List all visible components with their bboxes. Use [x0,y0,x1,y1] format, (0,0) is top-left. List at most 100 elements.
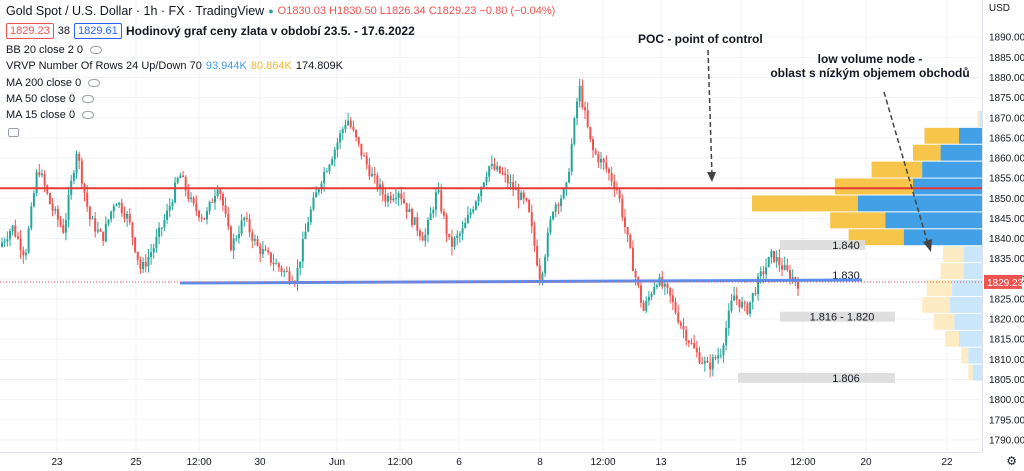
candle-body [698,352,701,363]
price-tick-label: 1890.00 [989,33,1024,44]
indicator-vrvp[interactable]: VRVP Number Of Rows 24 Up/Down 70 93.944… [6,60,343,72]
bid-price-button[interactable]: 1829.23 [6,23,54,39]
candle-body [410,209,413,225]
candle-body [224,205,227,215]
candle-body [235,238,238,240]
candle-body [498,166,501,174]
support-line[interactable] [179,278,863,285]
candle-body [778,256,781,266]
candle-body [781,265,784,270]
candle-body [786,265,789,270]
indicator-ma50[interactable]: MA 50 close 0 [6,93,95,105]
candle-body [296,267,299,284]
eye-icon[interactable] [90,46,103,54]
candle-body [669,287,672,296]
gear-icon[interactable]: ⚙ [1006,454,1017,468]
candle-body [355,130,358,138]
eye-icon[interactable] [82,111,95,119]
candle-body [99,229,102,232]
candle-body [205,211,208,220]
candle-body [349,120,352,127]
spread-value: 38 [57,25,71,37]
ask-price-button[interactable]: 1829.61 [74,23,122,39]
candle-body [639,285,642,303]
poc-arrowhead [707,172,716,182]
candle-body [493,163,496,170]
candle-body [682,325,685,330]
eye-icon[interactable] [82,95,95,103]
indicator-ma200[interactable]: MA 200 close 0 [6,77,101,89]
candle-body [400,193,403,200]
price-tick-label: 1865.00 [989,133,1024,144]
candle-body [88,206,91,220]
vp-bar-down [968,347,982,364]
indicator-ma50-label: MA 50 close 0 [6,93,76,105]
time-tick-label: 25 [130,457,142,468]
candle-body [24,252,27,256]
candle-body [27,228,30,253]
candle-body [62,225,65,233]
candle-body [677,312,680,323]
chart-grid [0,0,982,452]
candle-body [730,300,733,311]
price-tick-label: 1860.00 [989,154,1024,165]
horizontal-lines [0,187,982,285]
candle-body [387,195,390,202]
price-axis[interactable]: 1790.00 1795.00 1800.00 1805.00 1810.00 1815.… [982,0,1024,471]
vp-bar-up [830,212,886,229]
candle-body [118,202,121,205]
candle-body [251,232,254,241]
candle-body [243,217,246,221]
collapse-legend-button[interactable] [6,128,19,137]
candle-body [35,172,38,194]
candle-body [299,261,302,268]
eye-icon[interactable] [88,79,101,87]
candle-body [46,185,49,194]
candle-body [759,271,762,277]
time-tick-label: 12:00 [387,457,412,468]
candle-body [264,249,267,251]
vrvp-down-value: 80.864K [250,60,292,72]
candle-body [8,231,11,240]
candle-body [749,301,752,314]
candle-body [437,190,440,193]
candle-body [333,149,336,160]
time-tick-label: 8 [537,457,543,468]
candle-body [450,237,453,247]
time-axis[interactable]: 23 25 12:00 30 Jun 12:00 6 8 12:00 13 15 12:00 20 22 [0,452,982,469]
collapse-icon [8,128,19,137]
candle-body [11,225,14,232]
candle-body [341,129,344,134]
candle-body [392,198,395,201]
candle-body [506,174,509,184]
candle-body [147,256,150,267]
candle-body [376,175,379,189]
vp-bar-up [968,364,973,381]
symbol-label[interactable]: Gold Spot / U.S. Dollar · 1h · FX · Trad… [6,4,265,18]
candle-body [514,189,517,191]
candle-body [655,285,658,287]
price-tick-label: 1880.00 [989,73,1024,84]
candle-body [272,262,275,265]
candle-body [599,158,602,163]
symbol-legend[interactable]: Gold Spot / U.S. Dollar · 1h · FX · Trad… [6,4,555,18]
candle-body [530,211,533,227]
candle-body [328,164,331,172]
price-tick-label: 1815.00 [989,335,1024,346]
currency-label[interactable]: USD [988,3,1010,14]
candle-body [309,209,312,223]
vp-bar-up [977,110,980,127]
price-tick-label: 1805.00 [989,375,1024,386]
candle-body [709,362,712,370]
candle-body [754,293,757,295]
indicator-bb[interactable]: BB 20 close 2 0 [6,44,103,56]
candle-body [434,192,437,210]
candle-body [381,184,384,195]
candle-body [738,299,741,308]
indicator-ma15[interactable]: MA 15 close 0 [6,109,95,121]
candle-body [576,101,579,119]
candle-body [59,219,62,226]
price-axis-bg [982,0,1024,471]
candle-body [466,215,469,223]
